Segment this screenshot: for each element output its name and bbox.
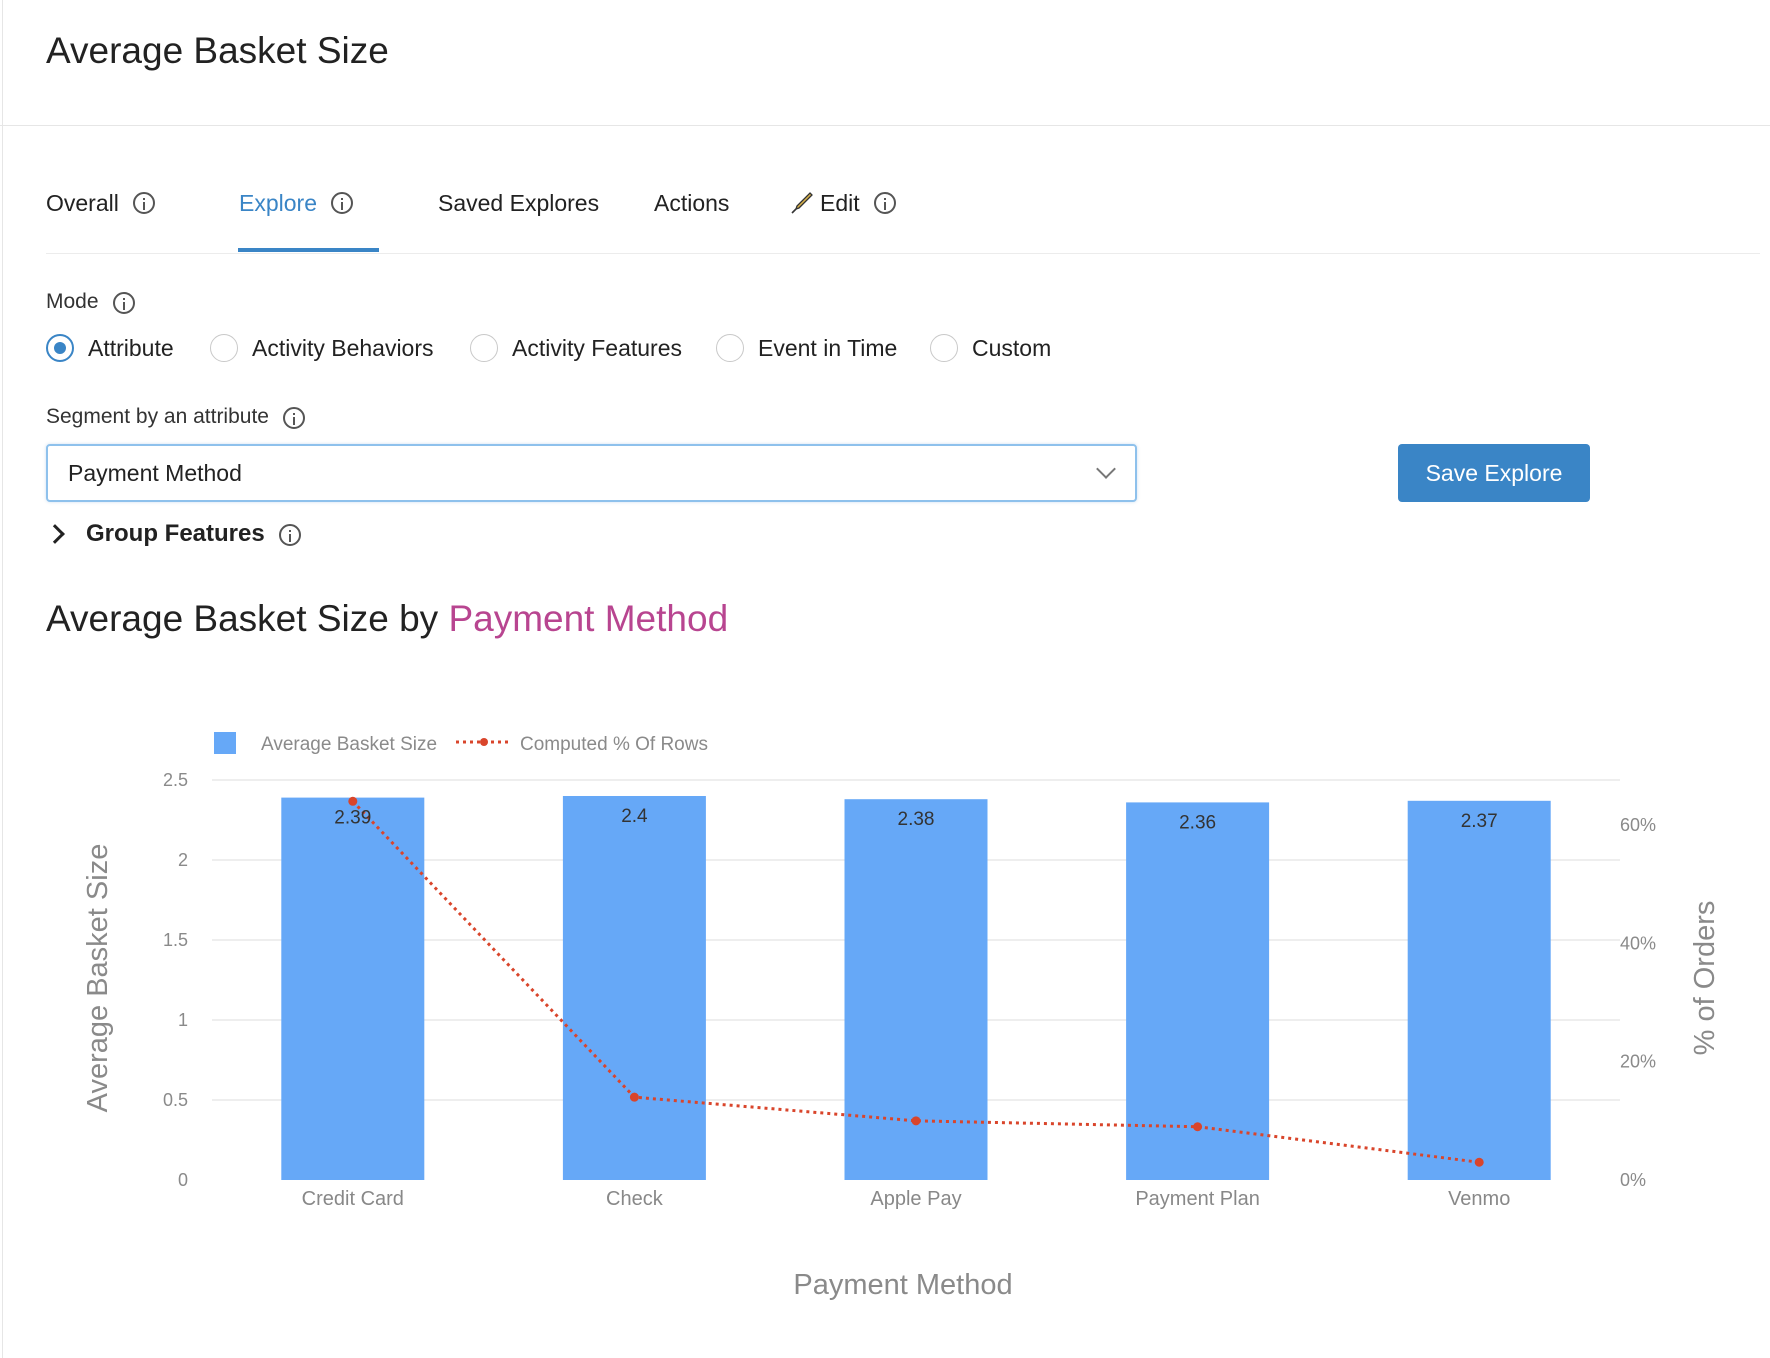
tab-explore[interactable]: Explore (239, 190, 353, 254)
tab-edit[interactable]: Edit (790, 190, 896, 254)
group-features-toggle[interactable]: Group Features (45, 520, 301, 548)
radio-button[interactable] (716, 334, 744, 362)
bar-data-label: 2.36 (1179, 812, 1216, 833)
segment-select-value: Payment Method (68, 459, 242, 486)
chart-heading-attribute: Payment Method (448, 598, 729, 639)
info-icon[interactable] (112, 292, 135, 314)
tab-edit-label: Edit (820, 190, 860, 216)
tab-overall[interactable]: Overall (46, 190, 155, 254)
page-title: Average Basket Size (46, 30, 389, 71)
active-tab-indicator (238, 248, 379, 252)
radio-attribute[interactable]: Attribute (46, 334, 174, 362)
radio-custom[interactable]: Custom (930, 334, 1051, 362)
radio-custom-label: Custom (972, 334, 1052, 361)
y2-tick-label: 0% (1620, 1170, 1646, 1190)
y2-tick-label: 40% (1620, 933, 1656, 953)
radio-activity-features[interactable]: Activity Features (470, 334, 682, 362)
legend-bar-label: Average Basket Size (261, 734, 437, 755)
line-point (1474, 1157, 1484, 1167)
y2-tick-label: 20% (1620, 1052, 1656, 1072)
x-tick-label: Payment Plan (1135, 1188, 1260, 1210)
x-tick-label: Check (606, 1188, 664, 1210)
mode-label: Mode (46, 290, 135, 314)
tab-actions[interactable]: Actions (654, 190, 729, 254)
radio-button-selected[interactable] (46, 334, 74, 362)
legend-line-marker (480, 738, 488, 746)
y-axis-title: Average Basket Size (82, 844, 114, 1113)
bar (1407, 800, 1551, 1180)
tab-saved-explores-label: Saved Explores (438, 190, 600, 216)
radio-button[interactable] (470, 334, 498, 362)
x-tick-label: Apple Pay (870, 1188, 961, 1210)
chart-heading-prefix: Average Basket Size by (46, 598, 449, 639)
bar (281, 797, 425, 1180)
y2-axis-title: % of Orders (1689, 901, 1721, 1056)
info-icon[interactable] (278, 524, 301, 546)
tab-actions-label: Actions (654, 190, 730, 216)
radio-button[interactable] (210, 334, 238, 362)
radio-activity-behaviors[interactable]: Activity Behaviors (210, 334, 434, 362)
radio-event-in-time[interactable]: Event in Time (716, 334, 897, 362)
info-icon[interactable] (873, 192, 896, 214)
bar (1126, 802, 1270, 1180)
tab-overall-label: Overall (46, 190, 119, 216)
x-axis-title: Payment Method (793, 1269, 1012, 1301)
tab-saved-explores[interactable]: Saved Explores (438, 190, 599, 254)
y-tick-label: 1 (178, 1010, 188, 1030)
radio-activity-features-label: Activity Features (512, 334, 682, 361)
radio-attribute-label: Attribute (88, 334, 174, 361)
header-divider (0, 125, 1770, 126)
mode-label-text: Mode (46, 290, 99, 313)
save-explore-button[interactable]: Save Explore (1398, 444, 1590, 502)
info-icon[interactable] (132, 192, 155, 214)
tab-explore-label: Explore (239, 190, 317, 216)
group-features-label: Group Features (86, 520, 265, 547)
line-point (911, 1116, 921, 1126)
y-tick-label: 2.5 (163, 770, 188, 790)
bar-data-label: 2.39 (334, 808, 371, 829)
legend-line-label: Computed % Of Rows (520, 734, 708, 755)
y-tick-label: 1.5 (163, 930, 188, 950)
line-point (629, 1092, 639, 1102)
bar (562, 796, 706, 1180)
chevron-down-icon (1096, 459, 1116, 479)
x-tick-label: Credit Card (302, 1188, 404, 1210)
pen-nib-icon (790, 191, 814, 221)
chart-heading: Average Basket Size by Payment Method (46, 598, 728, 640)
info-icon[interactable] (282, 407, 305, 429)
tabs-divider (46, 253, 1760, 254)
radio-event-in-time-label: Event in Time (758, 334, 898, 361)
y-tick-label: 0 (178, 1170, 188, 1190)
segment-label-text: Segment by an attribute (46, 405, 269, 428)
bar-data-label: 2.4 (621, 806, 648, 827)
bar-data-label: 2.38 (898, 809, 935, 830)
y-tick-label: 2 (178, 850, 188, 870)
y-tick-label: 0.5 (163, 1090, 188, 1110)
radio-button[interactable] (930, 334, 958, 362)
basket-size-chart: 2.39 2.4 2.38 2.36 2.37 0 0.5 1 1.5 2 2.5 0% 20% 40%… (82, 732, 1721, 1301)
segment-label: Segment by an attribute (46, 405, 305, 429)
segment-attribute-select[interactable]: Payment Method (46, 444, 1137, 502)
info-icon[interactable] (330, 192, 353, 214)
line-point (348, 796, 358, 806)
chevron-right-icon (45, 524, 65, 544)
radio-activity-behaviors-label: Activity Behaviors (252, 334, 434, 361)
legend-bar-swatch (214, 732, 236, 754)
line-point (1193, 1122, 1203, 1132)
x-tick-label: Venmo (1448, 1188, 1510, 1210)
y2-tick-label: 60% (1620, 815, 1656, 835)
left-border (2, 0, 3, 1358)
bar-data-label: 2.37 (1461, 811, 1498, 832)
